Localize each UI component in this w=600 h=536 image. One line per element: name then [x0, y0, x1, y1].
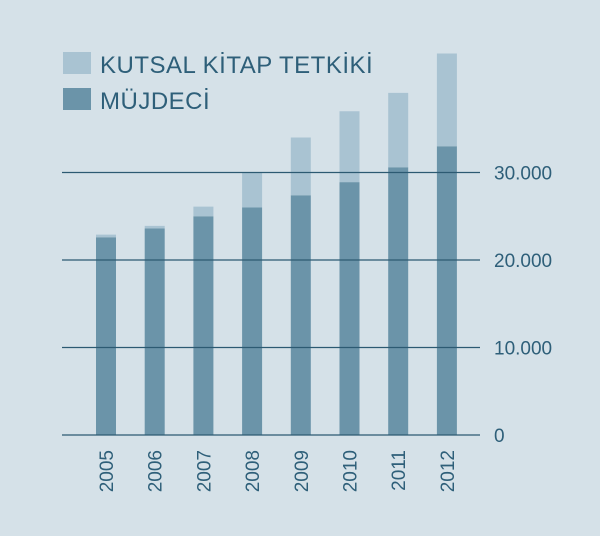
bar-bible-study-2010	[339, 111, 360, 183]
bar-publisher-2009	[290, 195, 311, 435]
bar-publisher-2005	[96, 237, 116, 435]
bar-bible-study-2011	[388, 92, 409, 168]
gridlines	[62, 171, 480, 436]
bar-bible-study-2007	[193, 206, 214, 217]
x-tick-label: 2009	[292, 450, 313, 492]
bar-bible-study-2008	[242, 172, 263, 208]
y-tick-label: 20.000	[494, 251, 552, 272]
bar-publisher-2006	[144, 228, 165, 435]
x-tick-label: 2006	[146, 450, 167, 492]
x-tick-label: 2012	[438, 450, 459, 492]
x-axis-ticks: 2005 2006 2007 2008 2009 2010 2011 2012	[97, 450, 459, 492]
legend-swatch-bible-study	[63, 52, 91, 74]
y-tick-label: 10.000	[494, 339, 552, 360]
bars-layer	[96, 53, 457, 435]
x-tick-label: 2005	[97, 450, 118, 492]
legend-label-publisher: MÜJDECİ	[100, 88, 210, 115]
x-tick-label: 2010	[341, 450, 362, 492]
bar-publisher-2011	[388, 167, 409, 435]
y-axis-ticks: 0 10.000 20.000 30.000	[494, 164, 552, 448]
bar-bible-study-2009	[290, 137, 311, 196]
legend: KUTSAL KİTAP TETKİKİ MÜJDECİ	[63, 52, 373, 115]
bar-bible-study-2006	[144, 225, 165, 229]
bar-publisher-2010	[339, 182, 360, 435]
y-tick-label: 0	[494, 426, 505, 447]
x-tick-label: 2011	[389, 450, 410, 491]
bar-bible-study-2005	[96, 234, 116, 238]
bar-publisher-2012	[436, 146, 457, 435]
x-tick-label: 2008	[243, 450, 264, 492]
bar-publisher-2007	[193, 216, 214, 435]
x-tick-label: 2007	[194, 450, 215, 492]
y-tick-label: 30.000	[494, 164, 552, 185]
bar-publisher-2008	[242, 207, 263, 435]
bar-bible-study-2012	[436, 53, 457, 147]
legend-swatch-publisher	[63, 88, 91, 110]
legend-label-bible-study: KUTSAL KİTAP TETKİKİ	[100, 52, 373, 79]
